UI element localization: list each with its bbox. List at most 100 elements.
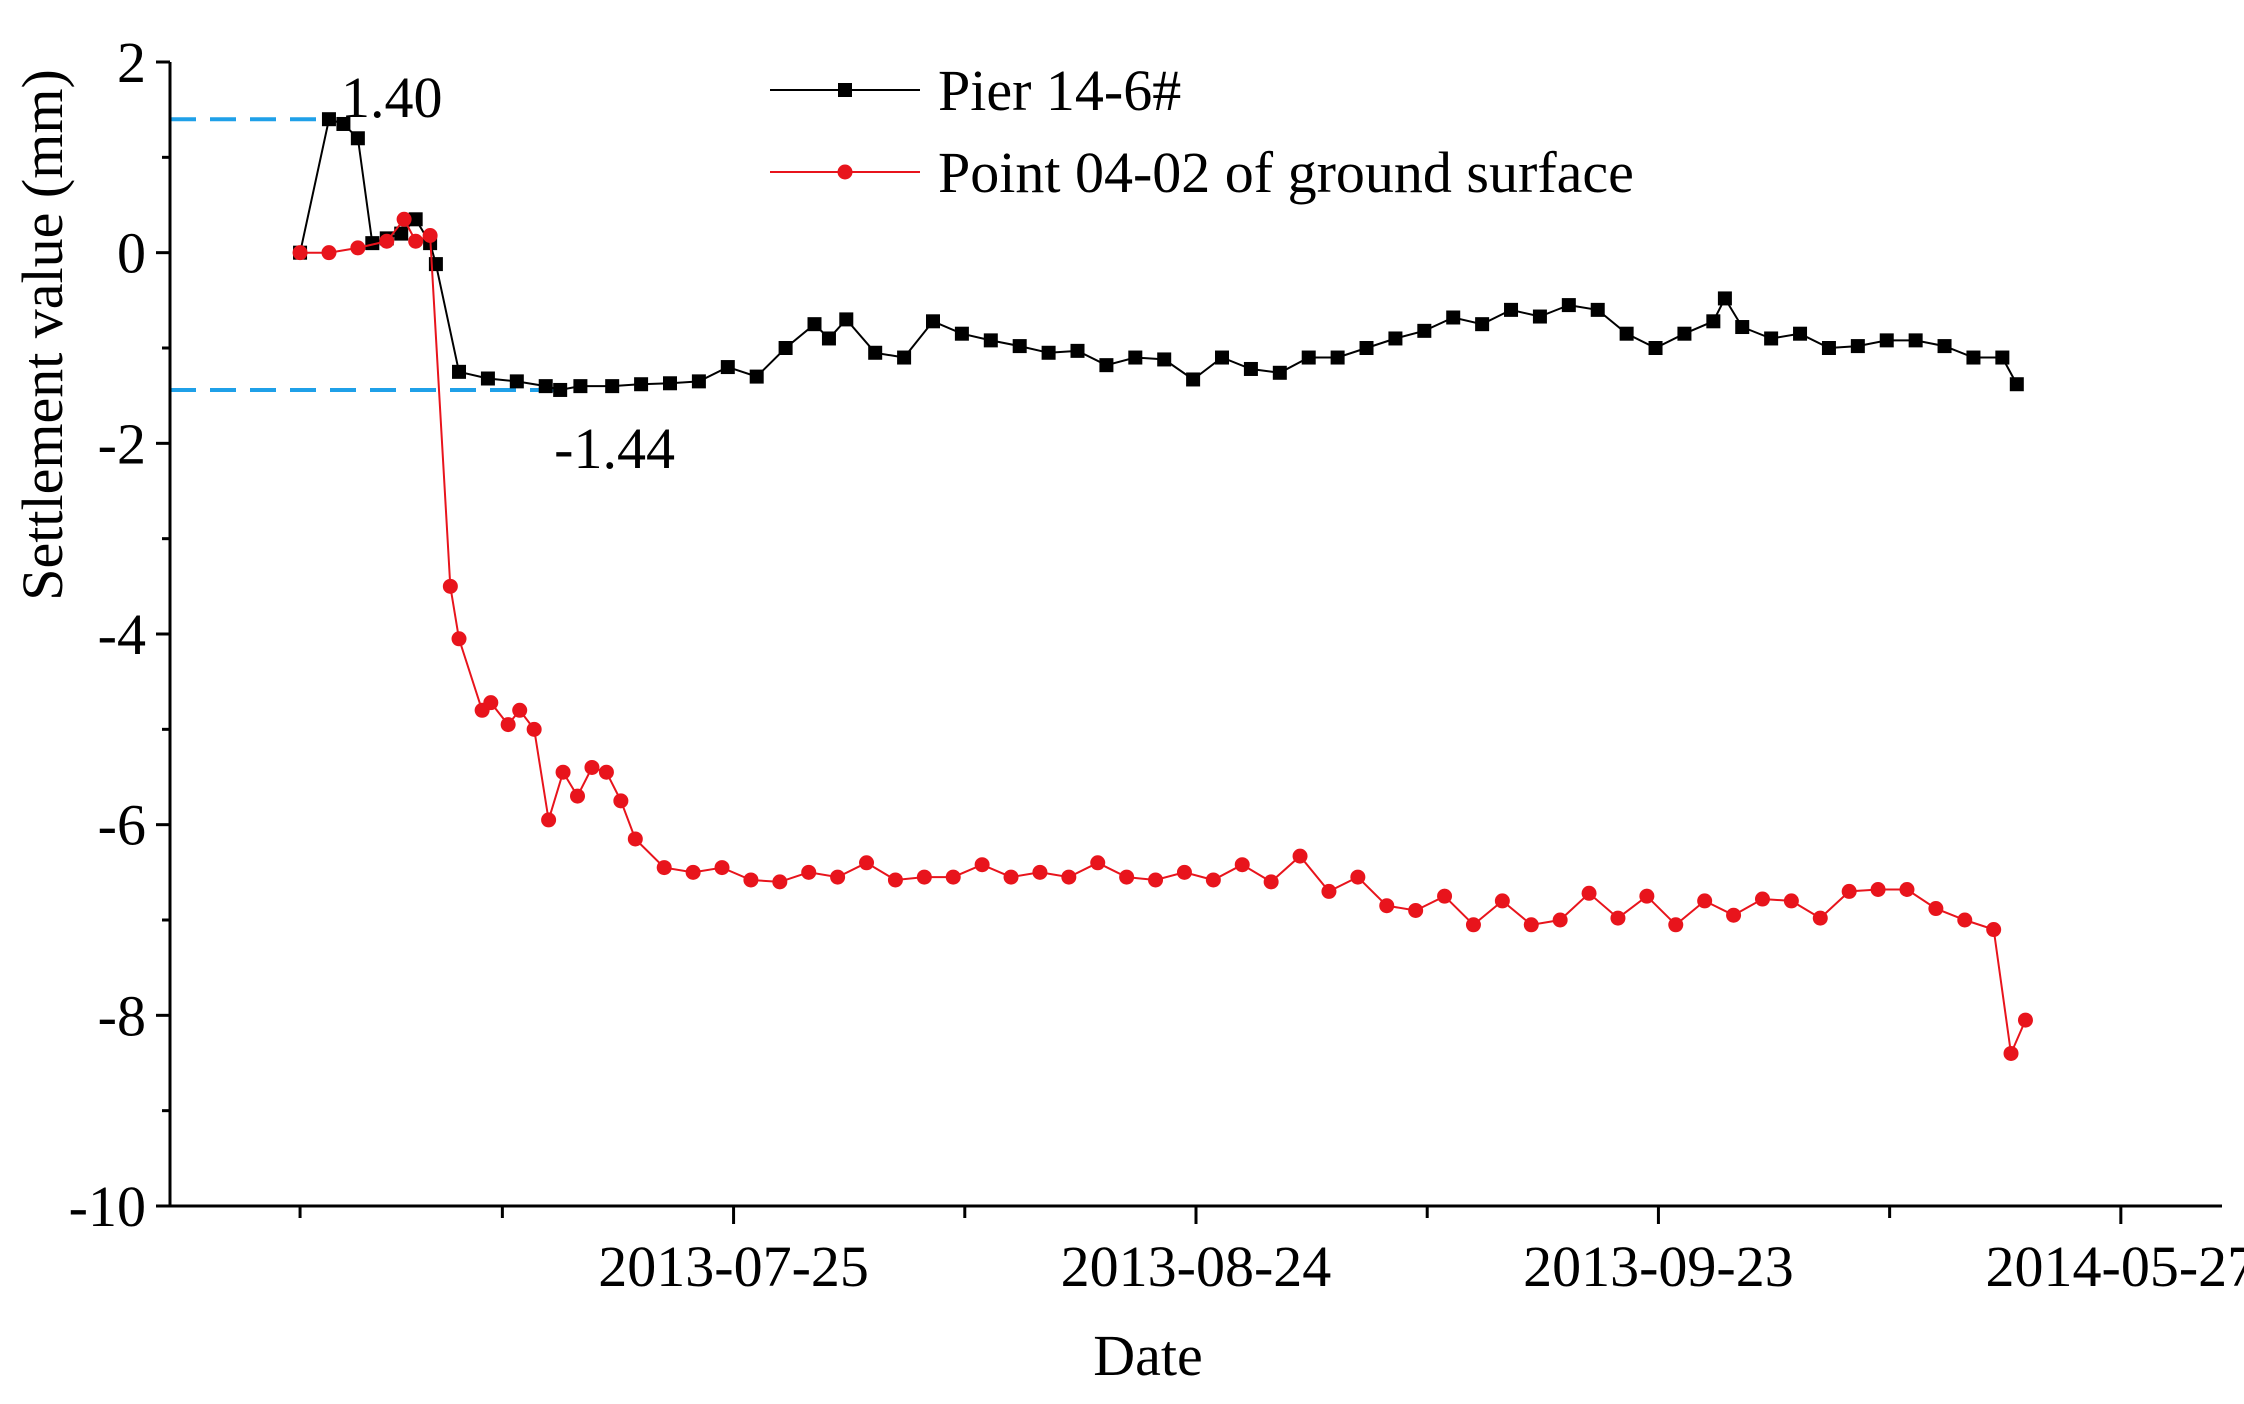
data-point-circle	[379, 233, 395, 249]
data-point-circle	[442, 578, 458, 594]
data-point-circle	[656, 860, 672, 876]
data-point-square	[807, 317, 822, 332]
data-point-square	[1070, 343, 1085, 358]
data-point-circle	[974, 857, 990, 873]
data-point-circle	[1119, 869, 1135, 885]
data-point-circle	[743, 872, 759, 888]
x-tick-label: 2013-09-23	[1523, 1234, 1794, 1299]
data-point-circle	[1957, 912, 1973, 928]
data-point-circle	[1754, 891, 1770, 907]
data-point-square	[1995, 350, 2010, 365]
data-point-circle	[1263, 874, 1279, 890]
data-point-circle	[627, 831, 643, 847]
data-point-square	[720, 360, 735, 375]
y-tick-label: -6	[98, 793, 146, 858]
data-point-square	[408, 212, 423, 227]
y-tick-label: -8	[98, 983, 146, 1048]
data-point-square	[1590, 302, 1605, 317]
data-point-circle	[1003, 869, 1019, 885]
data-point-circle	[292, 245, 308, 261]
x-tick-label: 2014-05-27	[1986, 1234, 2244, 1299]
data-point-square	[954, 326, 969, 341]
series-2	[292, 211, 2033, 1061]
data-point-square	[778, 341, 793, 355]
data-point-square	[321, 112, 336, 127]
data-point-circle	[570, 788, 586, 804]
data-point-circle	[350, 240, 366, 256]
data-point-square	[634, 377, 649, 392]
data-point-square	[509, 374, 524, 389]
data-point-square	[749, 369, 764, 384]
data-point-circle	[321, 245, 337, 261]
data-point-circle	[1986, 922, 2002, 938]
y-axis-title: Settlement value (mm)	[10, 69, 75, 601]
data-point-circle	[512, 702, 528, 718]
data-point-circle	[422, 228, 438, 244]
data-point-circle	[483, 695, 499, 711]
data-point-square	[839, 312, 854, 327]
data-point-square	[2009, 377, 2024, 392]
y-tick-label: 0	[117, 221, 146, 286]
y-tick-label: -4	[98, 602, 146, 667]
data-point-square	[1243, 361, 1258, 376]
data-point-square	[1850, 339, 1865, 354]
data-point-square	[662, 376, 677, 391]
data-point-circle	[1841, 883, 1857, 899]
data-point-circle	[714, 860, 730, 876]
legend-item-2: Point 04-02 of ground surface	[770, 140, 1634, 205]
data-point-circle	[1032, 864, 1048, 880]
data-point-circle	[1350, 869, 1366, 885]
legend-label: Point 04-02 of ground surface	[938, 140, 1634, 205]
data-point-square	[1504, 302, 1519, 317]
data-point-circle	[1726, 907, 1742, 923]
data-point-square	[553, 382, 568, 397]
data-point-square	[573, 379, 588, 394]
data-point-circle	[1379, 898, 1395, 914]
data-point-square	[1706, 314, 1721, 329]
data-point-square	[1937, 339, 1952, 354]
data-point-square	[1012, 339, 1027, 354]
data-point-square	[1041, 345, 1056, 360]
data-point-circle	[451, 631, 467, 647]
data-point-square	[1128, 350, 1143, 365]
data-point-circle	[916, 869, 932, 885]
data-point-square	[1717, 291, 1732, 306]
data-point-circle	[1292, 848, 1308, 864]
data-point-square	[1677, 326, 1692, 341]
data-point-square	[365, 236, 380, 251]
data-point-square	[821, 331, 836, 346]
data-point-square	[350, 131, 365, 146]
data-point-square	[1359, 341, 1374, 355]
data-point-square	[480, 371, 495, 386]
data-point-square	[983, 333, 998, 348]
x-tick-label: 2013-08-24	[1061, 1234, 1332, 1299]
data-point-circle	[830, 869, 846, 885]
data-point-circle	[584, 759, 600, 775]
data-point-square	[1966, 350, 1981, 365]
data-point-circle	[1176, 864, 1192, 880]
legend-item-1: Pier 14-6#	[770, 58, 1181, 123]
data-point-circle	[1234, 857, 1250, 873]
data-point-square	[1532, 309, 1547, 324]
data-point-square	[1417, 323, 1432, 338]
data-point-square	[1388, 331, 1403, 346]
data-point-square	[1446, 310, 1461, 325]
x-tick-label: 2013-07-25	[598, 1234, 869, 1299]
data-point-circle	[526, 721, 542, 737]
data-point-circle	[1408, 902, 1424, 918]
data-point-circle	[772, 874, 788, 890]
data-point-square	[1561, 298, 1576, 313]
data-point-circle	[1090, 855, 1106, 871]
data-point-circle	[1494, 893, 1510, 909]
data-point-circle	[1437, 888, 1453, 904]
data-point-square	[1648, 341, 1663, 355]
data-point-circle	[945, 869, 961, 885]
series-line	[300, 217, 2027, 1058]
data-point-circle	[555, 764, 571, 780]
axes: -10 -8 -6 -4 -2 0 2 2013-07-25 2013-08-24 2013-09…	[69, 30, 2244, 1299]
data-point-circle	[2003, 1045, 2019, 1061]
data-point-square	[1475, 317, 1490, 332]
data-point-circle	[1870, 881, 1886, 897]
data-point-circle	[1321, 883, 1337, 899]
